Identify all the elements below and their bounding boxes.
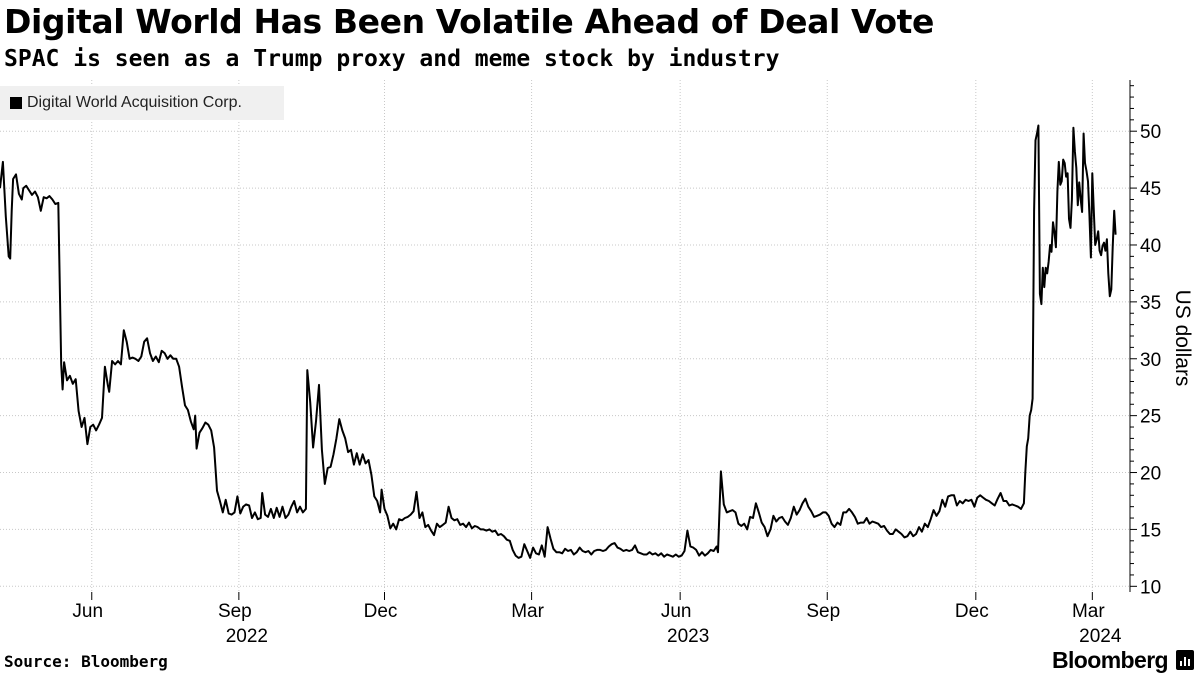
- x-tick-label: Mar: [1072, 601, 1105, 622]
- source-note: Source: Bloomberg: [4, 652, 168, 671]
- y-tick-label: 35: [1140, 293, 1161, 314]
- y-tick-label: 40: [1140, 236, 1161, 257]
- bar-chart-icon: [1176, 650, 1194, 670]
- x-tick-label: Jun: [72, 601, 103, 622]
- y-axis-ticks: 10 15 20 25 30 35 40 45 50: [1130, 85, 1161, 598]
- x-year-label: 2023: [667, 626, 709, 647]
- y-tick-label: 50: [1140, 122, 1161, 143]
- x-tick-label: Sep: [806, 601, 840, 622]
- x-axis-ticks: Jun Sep 2022 Dec Mar Jun 2023 Sep Dec Mar 2024: [72, 592, 1122, 647]
- legend-swatch: [10, 97, 22, 109]
- x-tick-label: Dec: [955, 601, 989, 622]
- series-group: [0, 124, 1117, 559]
- series-line-digital-world: [0, 124, 1117, 559]
- x-tick-label: Dec: [364, 601, 398, 622]
- x-tick-label: Sep: [218, 601, 252, 622]
- chart-subtitle: SPAC is seen as a Trump proxy and meme s…: [4, 46, 780, 72]
- y-tick-label: 30: [1140, 350, 1161, 371]
- bloomberg-logo: Bloomberg: [1052, 647, 1169, 673]
- y-tick-label: 10: [1140, 577, 1161, 598]
- gridlines: [0, 80, 1130, 592]
- legend: Digital World Acquisition Corp.: [0, 86, 284, 120]
- y-axis-label: US dollars: [1171, 290, 1194, 387]
- chart-title: Digital World Has Been Volatile Ahead of…: [4, 2, 934, 41]
- legend-label: Digital World Acquisition Corp.: [27, 94, 242, 111]
- x-year-label: 2024: [1079, 626, 1122, 647]
- y-tick-label: 20: [1140, 464, 1161, 485]
- x-tick-label: Jun: [661, 601, 692, 622]
- x-tick-label: Mar: [511, 601, 544, 622]
- y-tick-label: 45: [1140, 179, 1161, 200]
- x-year-label: 2022: [226, 626, 268, 647]
- y-tick-label: 15: [1140, 520, 1161, 541]
- y-tick-label: 25: [1140, 407, 1161, 428]
